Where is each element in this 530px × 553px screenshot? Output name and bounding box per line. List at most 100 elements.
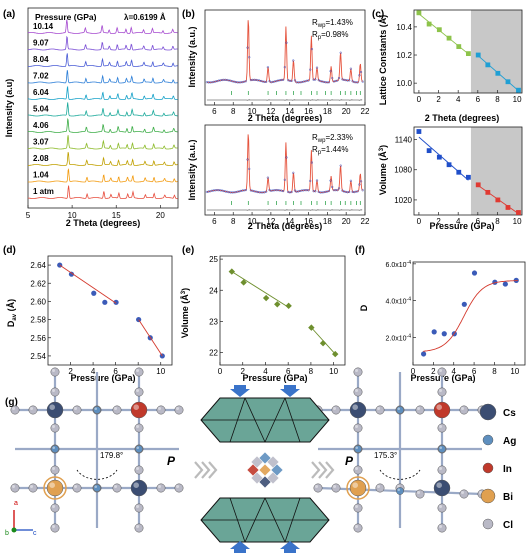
series-label-9: 9.07 — [33, 39, 49, 48]
legend-ag-label: Ag — [503, 436, 516, 447]
panel-b-xtick-top-7: 20 — [342, 107, 351, 116]
panel-a-series-labels: 1 atm 1.04 2.08 3.07 4.06 5.04 6.04 7.02 8.04 9.0… — [33, 22, 54, 196]
right-angle-arc — [379, 469, 421, 480]
panel-c-bottom-point-0-1 — [426, 148, 432, 154]
panel-b-bottom-curves: 6 8 10 12 14 16 18 20 22 — [205, 134, 370, 226]
panel-c-bottom-point-1-1 — [485, 189, 491, 195]
panel-f-point-0-2 — [441, 331, 447, 337]
panel-e-point-0-0 — [228, 268, 236, 275]
left-cl-atom-11 — [156, 483, 166, 493]
blue-arrow-up-icon — [230, 541, 250, 553]
observed-point-top-141 — [285, 41, 288, 44]
xrd-pattern-7 — [28, 70, 178, 84]
panel-d-frame — [47, 255, 173, 366]
panel-e-frame — [219, 255, 346, 366]
panel-b-top-rwp: Rwp=1.43% — [312, 18, 353, 29]
observed-point-bottom-150 — [290, 190, 293, 194]
panel-e-xtick-4: 8 — [309, 367, 314, 376]
panel-a-title: Pressure (GPa) — [35, 12, 97, 22]
series-label-8: 8.04 — [33, 55, 49, 64]
panel-d-xtick-2: 6 — [113, 367, 118, 376]
angle-right: 175.3° — [374, 451, 397, 460]
chevron-right-icon-left-2 — [208, 461, 218, 479]
observed-point-bottom-72 — [246, 158, 249, 161]
panel-e-xtick-2: 4 — [263, 367, 268, 376]
xrd-pattern-9 — [27, 35, 178, 51]
panel-c-top-high-pressure-region — [470, 10, 522, 93]
panel-c-label: (c) — [372, 9, 384, 20]
observed-point-top-183 — [309, 68, 312, 71]
right-cl-atom-2-shine — [333, 407, 336, 410]
right-cl-atom-14-shine — [355, 369, 358, 372]
sample-cell-6 — [267, 472, 279, 484]
panel-d-label: (d) — [3, 245, 16, 256]
panel-c-top-point-0-5 — [465, 51, 471, 57]
observed-point-bottom-276 — [361, 189, 364, 192]
right-cl-atom-25 — [437, 503, 447, 513]
panel-d-point-0-1 — [68, 271, 75, 277]
panel-c-top-point-1-1 — [485, 62, 491, 68]
right-ag-atom-1 — [396, 487, 404, 495]
panel-g-structures — [10, 367, 487, 553]
panel-d-xtick-4: 10 — [156, 367, 165, 376]
panel-a-xrd-chart: Pressure (GPa) λ=0.6199 Å 1 atm 1.04 2.08 3… — [4, 7, 179, 228]
series-label-6: 6.04 — [33, 88, 49, 97]
right-cl-atom-4 — [375, 405, 385, 415]
panel-c-bottom-ytick-0: 1020 — [394, 196, 412, 205]
left-ag-atom-2 — [51, 445, 59, 453]
observed-point-top-105 — [265, 80, 268, 83]
panel-f-xtick-2: 4 — [452, 367, 457, 376]
right-cl-atom-4-shine — [377, 407, 380, 410]
right-cl-atom-8-shine — [417, 407, 420, 410]
panel-c-top-frame — [413, 9, 523, 94]
axis-a-label: a — [14, 500, 18, 507]
panel-c-bottom-ytick-1: 1080 — [394, 166, 412, 175]
observed-point-top-192 — [314, 78, 317, 81]
left-cl-atom-15 — [134, 367, 144, 377]
panel-f-xtick-1: 2 — [431, 367, 436, 376]
observed-point-bottom-195 — [315, 179, 319, 182]
observed-point-bottom-183 — [309, 179, 312, 182]
observed-point-top-252 — [348, 79, 351, 82]
panel-b-top-frame — [204, 9, 366, 106]
panel-d-ytick-0: 2.54 — [30, 352, 46, 361]
right-cl-atom-3-shine — [333, 485, 336, 488]
panel-c-bottom-xtick-3: 6 — [476, 217, 481, 226]
left-cs-atom-3-shine — [133, 482, 139, 489]
right-cl-atom-17-shine — [439, 389, 442, 392]
panel-e-xtick-0: 0 — [218, 367, 223, 376]
left-cl-atom-25-shine — [136, 505, 139, 508]
observed-point-bottom-108 — [266, 176, 269, 179]
left-cs-atom-0 — [46, 401, 64, 419]
left-in-atom-1-shine — [133, 404, 139, 411]
left-cl-atom-11-shine — [158, 485, 161, 488]
panel-c-top-xtick-1: 2 — [436, 95, 441, 104]
panel-e-fit-low — [231, 271, 289, 308]
left-cl-atom-5 — [72, 483, 82, 493]
series-label-1: 1.04 — [33, 171, 49, 180]
left-cl-atom-24-shine — [52, 505, 55, 508]
panel-f-fit-curve — [423, 280, 518, 352]
panel-d-point-0-2 — [91, 290, 97, 296]
observed-point-bottom-273 — [359, 180, 363, 183]
panel-d-ytick-4: 2.62 — [30, 279, 46, 288]
calculated-profile-bottom — [206, 134, 363, 193]
right-cl-atom-9 — [415, 489, 425, 499]
left-bi-atom-2-shine — [49, 482, 55, 489]
panel-f-xtick-0: 0 — [411, 367, 416, 376]
right-cl-atom-5 — [375, 483, 385, 493]
left-ag-atom-2-shine — [52, 446, 56, 449]
panel-c-top-point-0-1 — [426, 21, 432, 27]
series-label-2: 2.08 — [33, 154, 49, 163]
observed-point-bottom-252 — [348, 190, 351, 194]
right-cl-atom-13-shine — [479, 491, 482, 494]
panel-e-xtick-5: 10 — [329, 367, 338, 376]
panel-b-xtick-bottom-3: 12 — [266, 217, 275, 226]
sample-cell-8 — [251, 472, 263, 484]
left-cl-atom-2-shine — [30, 407, 33, 410]
right-cl-atom-9-shine — [417, 491, 420, 494]
right-cl-atom-14 — [353, 367, 363, 377]
observed-point-top-231 — [336, 79, 339, 82]
left-cl-atom-26-shine — [52, 525, 55, 529]
